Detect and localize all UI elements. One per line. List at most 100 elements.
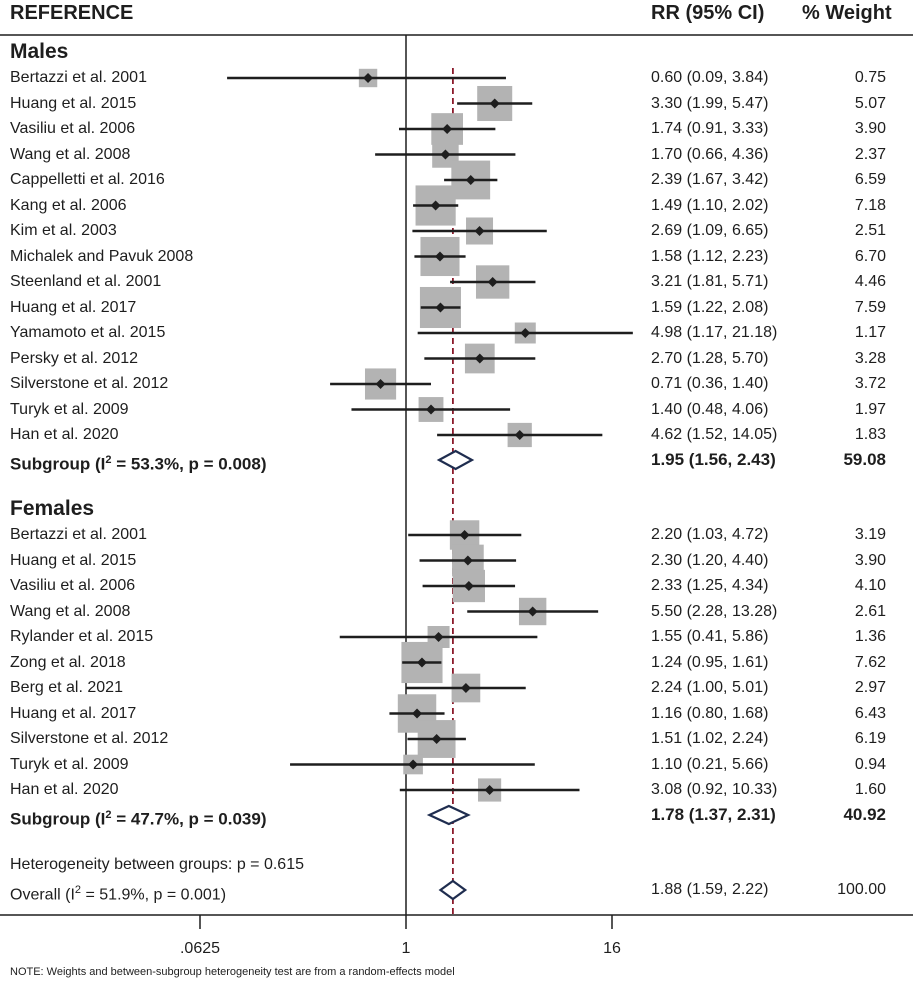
weight-value: 1.36 [854, 628, 886, 645]
x-tick-label: 1 [401, 940, 411, 957]
point-estimate-marker [416, 657, 427, 668]
overall-weight: 100.00 [837, 881, 886, 898]
weight-value: 1.83 [854, 426, 886, 443]
study-label: Turyk et al. 2009 [10, 400, 129, 418]
weight-value: 3.90 [854, 120, 886, 137]
weight-value: 6.19 [854, 730, 886, 747]
weight-value: 3.90 [854, 551, 886, 569]
rr-ci-value: 1.10 (0.21, 5.66) [651, 755, 769, 773]
males-section-title: Males [10, 40, 69, 63]
overall-rr-ci: 1.88 (1.59, 2.22) [651, 881, 769, 898]
study-label: Han et al. 2020 [10, 781, 119, 798]
point-estimate-marker [520, 328, 531, 338]
subgroup-weight: 40.92 [843, 805, 886, 824]
label-text: = 53.3%, p = 0.008) [111, 454, 267, 474]
weight-value: 4.46 [854, 273, 886, 290]
subgroup-rr-ci: 1.78 (1.37, 2.31) [651, 805, 776, 824]
point-estimate-marker [489, 98, 500, 109]
study-label: Berg et al. 2021 [10, 679, 123, 696]
point-estimate-marker [459, 530, 470, 540]
i-squared-superscript: 2 [105, 809, 112, 821]
footnote: NOTE: Weights and between-subgroup heter… [10, 966, 455, 978]
x-tick-label: .0625 [179, 940, 221, 957]
point-estimate-marker [465, 175, 476, 185]
rr-ci-value: 3.08 (0.92, 10.33) [651, 781, 778, 798]
rr-ci-value: 2.69 (1.09, 6.65) [651, 222, 769, 239]
study-label: Silverstone et al. 2012 [10, 375, 169, 392]
study-label: Huang et al. 2015 [10, 94, 137, 112]
overall-label: Overall (I2 = 51.9%, p = 0.001) [10, 880, 226, 905]
rr-ci-value: 2.20 (1.03, 4.72) [651, 526, 769, 543]
point-estimate-marker [484, 785, 495, 795]
i-squared-superscript: 2 [105, 454, 112, 466]
study-label: Rylander et al. 2015 [10, 628, 154, 645]
study-label: Michalek and Pavuk 2008 [10, 247, 194, 265]
study-label: Kim et al. 2003 [10, 222, 117, 239]
weight-value: 6.70 [854, 247, 886, 265]
weight-value: 0.94 [854, 755, 886, 773]
rr-ci-value: 1.74 (0.91, 3.33) [651, 120, 769, 137]
study-label: Vasiliu et al. 2006 [10, 120, 136, 137]
overall-diamond [438, 879, 468, 901]
rr-ci-value: 4.98 (1.17, 21.18) [651, 324, 778, 341]
rr-ci-value: 2.33 (1.25, 4.34) [651, 577, 769, 594]
point-estimate-marker [363, 73, 374, 83]
point-estimate-marker [430, 200, 441, 211]
study-label: Han et al. 2020 [10, 426, 119, 443]
rr-ci-value: 1.16 (0.80, 1.68) [651, 704, 769, 722]
study-label: Turyk et al. 2009 [10, 755, 129, 773]
study-label: Persky et al. 2012 [10, 349, 139, 367]
weight-value: 3.72 [854, 375, 886, 392]
point-estimate-marker [440, 149, 451, 160]
weight-value: 6.59 [854, 171, 886, 188]
reference-header: REFERENCE [10, 2, 134, 24]
point-estimate-marker [527, 606, 538, 617]
study-label: Yamamoto et al. 2015 [10, 324, 166, 341]
weight-value: 2.61 [854, 602, 886, 620]
point-estimate-marker [442, 124, 453, 134]
label-text: = 47.7%, p = 0.039) [111, 809, 267, 829]
rr-ci-value: 5.50 (2.28, 13.28) [651, 602, 778, 620]
weight-header: % Weight [802, 2, 892, 24]
point-estimate-marker [408, 759, 419, 770]
x-tick-label: 16 [603, 940, 621, 957]
study-label: Bertazzi et al. 2001 [10, 526, 147, 543]
subgroup-label: Subgroup (I2 = 53.3%, p = 0.008) [10, 450, 266, 475]
weight-value: 5.07 [854, 94, 886, 112]
point-estimate-marker [431, 734, 442, 744]
weight-value: 7.59 [854, 298, 886, 316]
subgroup-weight: 59.08 [843, 450, 886, 469]
point-estimate-marker [474, 353, 485, 364]
study-label: Vasiliu et al. 2006 [10, 577, 136, 594]
study-label: Cappelletti et al. 2016 [10, 171, 165, 188]
weight-value: 6.43 [854, 704, 886, 722]
rr-ci-value: 1.51 (1.02, 2.24) [651, 730, 769, 747]
weight-value: 7.18 [854, 196, 886, 214]
label-text: Subgroup (I [10, 809, 106, 829]
study-label: Huang et al. 2015 [10, 551, 137, 569]
rr-ci-value: 2.30 (1.20, 4.40) [651, 551, 769, 569]
point-estimate-marker [435, 302, 446, 313]
rr-ci-value: 0.60 (0.09, 3.84) [651, 69, 769, 86]
rr-ci-value: 4.62 (1.52, 14.05) [651, 426, 778, 443]
weight-value: 4.10 [854, 577, 886, 594]
rr-ci-value: 1.49 (1.10, 2.02) [651, 196, 769, 214]
study-label: Huang et al. 2017 [10, 704, 137, 722]
rr-ci-value: 2.70 (1.28, 5.70) [651, 349, 769, 367]
i-squared-superscript: 2 [74, 884, 82, 896]
rr-header: RR (95% CI) [651, 2, 765, 24]
point-estimate-marker [514, 430, 525, 440]
rr-ci-value: 1.24 (0.95, 1.61) [651, 653, 769, 671]
study-label: Steenland et al. 2001 [10, 273, 162, 290]
rr-ci-value: 1.58 (1.12, 2.23) [651, 247, 769, 265]
point-estimate-marker [463, 581, 474, 591]
point-estimate-marker [412, 708, 423, 719]
weight-value: 7.62 [854, 653, 886, 671]
weight-value: 3.19 [854, 526, 886, 543]
study-label: Huang et al. 2017 [10, 298, 137, 316]
rr-ci-value: 1.59 (1.22, 2.08) [651, 298, 769, 316]
rr-ci-value: 1.70 (0.66, 4.36) [651, 145, 769, 163]
point-estimate-marker [375, 379, 386, 389]
subgroup-diamond [426, 804, 471, 826]
